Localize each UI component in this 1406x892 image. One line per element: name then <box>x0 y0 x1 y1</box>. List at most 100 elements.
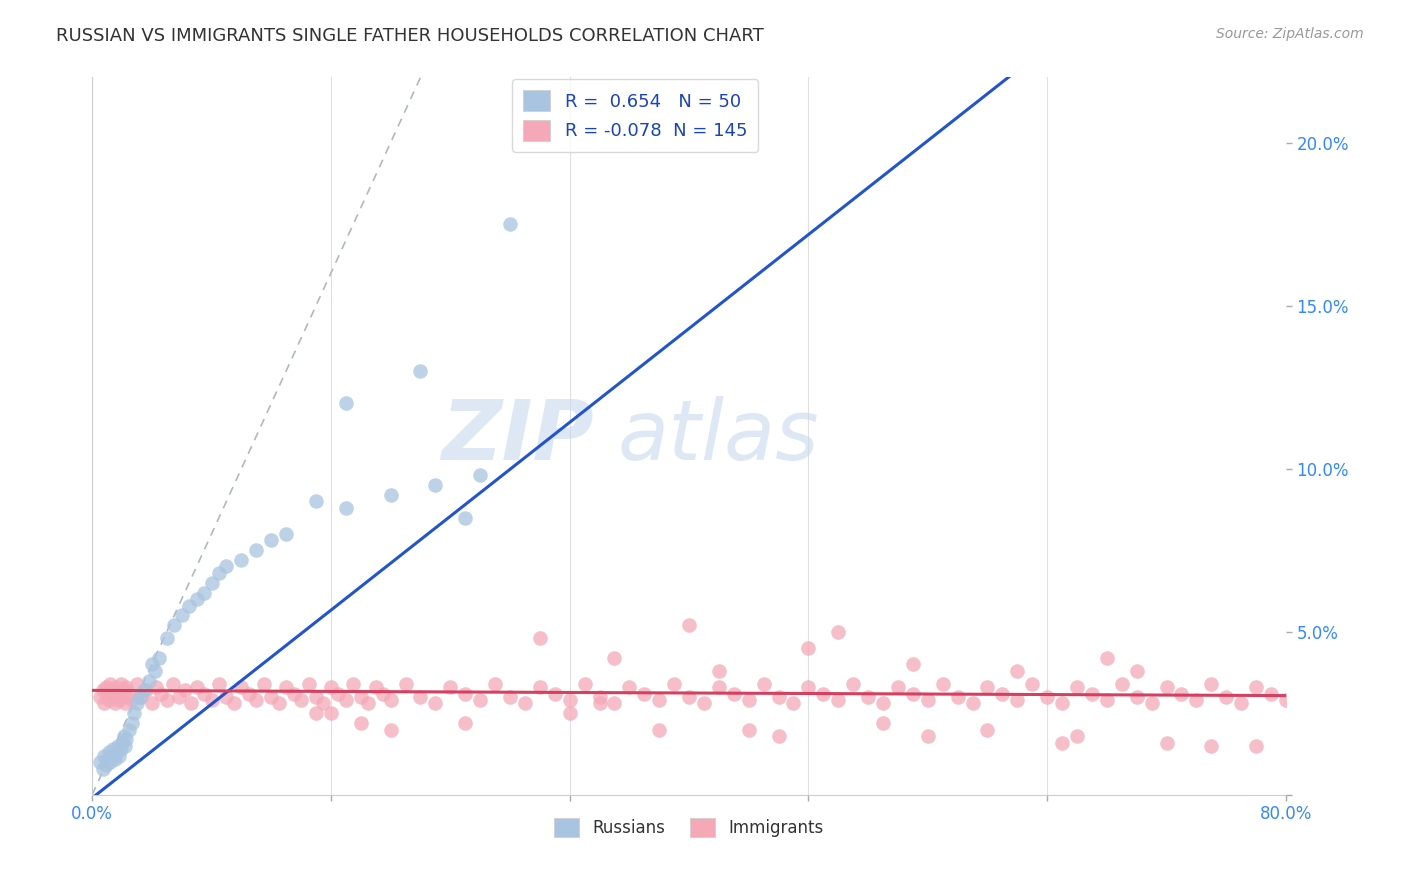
Point <box>111 735 134 749</box>
Point <box>484 677 506 691</box>
Text: Source: ZipAtlas.com: Source: ZipAtlas.com <box>1216 27 1364 41</box>
Point <box>107 687 129 701</box>
Point <box>678 690 700 704</box>
Point <box>1170 687 1192 701</box>
Point <box>253 677 276 691</box>
Point <box>827 624 849 639</box>
Point <box>125 677 148 691</box>
Point <box>931 677 953 691</box>
Point <box>468 693 491 707</box>
Point <box>125 697 148 711</box>
Point <box>180 697 202 711</box>
Point <box>260 533 283 548</box>
Point <box>768 729 790 743</box>
Point <box>1156 735 1178 749</box>
Point <box>96 687 118 701</box>
Point <box>976 723 998 737</box>
Point <box>108 693 131 707</box>
Point <box>603 697 626 711</box>
Point <box>335 500 357 515</box>
Point <box>135 683 157 698</box>
Point <box>1185 693 1208 707</box>
Point <box>89 755 111 769</box>
Point <box>544 687 567 701</box>
Point <box>409 690 432 704</box>
Point <box>1081 687 1104 701</box>
Legend: Russians, Immigrants: Russians, Immigrants <box>547 811 831 844</box>
Point <box>93 697 115 711</box>
Point <box>768 690 790 704</box>
Point <box>105 745 128 759</box>
Point <box>946 690 969 704</box>
Point <box>111 690 134 704</box>
Point <box>887 680 910 694</box>
Point <box>439 680 461 694</box>
Point <box>97 745 120 759</box>
Point <box>752 677 775 691</box>
Point <box>115 732 138 747</box>
Point <box>342 677 364 691</box>
Point <box>231 553 253 567</box>
Point <box>529 631 551 645</box>
Point <box>141 697 163 711</box>
Point <box>163 618 186 632</box>
Point <box>633 687 655 701</box>
Point <box>200 693 222 707</box>
Point <box>148 650 170 665</box>
Point <box>98 677 121 691</box>
Point <box>1036 690 1059 704</box>
Point <box>89 690 111 704</box>
Point <box>468 468 491 483</box>
Text: ZIP: ZIP <box>441 395 593 476</box>
Point <box>208 677 231 691</box>
Point <box>91 683 114 698</box>
Point <box>1140 697 1163 711</box>
Point <box>1111 677 1133 691</box>
Point <box>312 697 335 711</box>
Point <box>328 687 350 701</box>
Point <box>149 687 172 701</box>
Point <box>1215 690 1237 704</box>
Point <box>335 693 357 707</box>
Point <box>409 364 432 378</box>
Point <box>1275 693 1298 707</box>
Point <box>305 494 328 508</box>
Text: atlas: atlas <box>617 395 820 476</box>
Point <box>215 690 238 704</box>
Point <box>193 585 215 599</box>
Point <box>167 690 190 704</box>
Point <box>1156 680 1178 694</box>
Point <box>1125 664 1147 678</box>
Point <box>186 680 208 694</box>
Point <box>105 680 128 694</box>
Point <box>145 680 167 694</box>
Point <box>129 690 152 704</box>
Point <box>260 690 283 704</box>
Point <box>901 687 924 701</box>
Point <box>186 592 208 607</box>
Point <box>97 693 120 707</box>
Point <box>98 755 121 769</box>
Point <box>100 690 122 704</box>
Point <box>1007 693 1029 707</box>
Point <box>1021 677 1043 691</box>
Point <box>782 697 804 711</box>
Point <box>513 697 536 711</box>
Point <box>1260 687 1282 701</box>
Point <box>141 657 163 672</box>
Point <box>108 748 131 763</box>
Point <box>454 510 477 524</box>
Point <box>305 706 328 721</box>
Point <box>1125 690 1147 704</box>
Point <box>96 752 118 766</box>
Point <box>208 566 231 580</box>
Point <box>357 697 380 711</box>
Point <box>319 706 342 721</box>
Point <box>138 673 160 688</box>
Point <box>738 723 761 737</box>
Point <box>454 716 477 731</box>
Point <box>114 739 136 753</box>
Point <box>603 650 626 665</box>
Point <box>380 723 402 737</box>
Point <box>1095 650 1118 665</box>
